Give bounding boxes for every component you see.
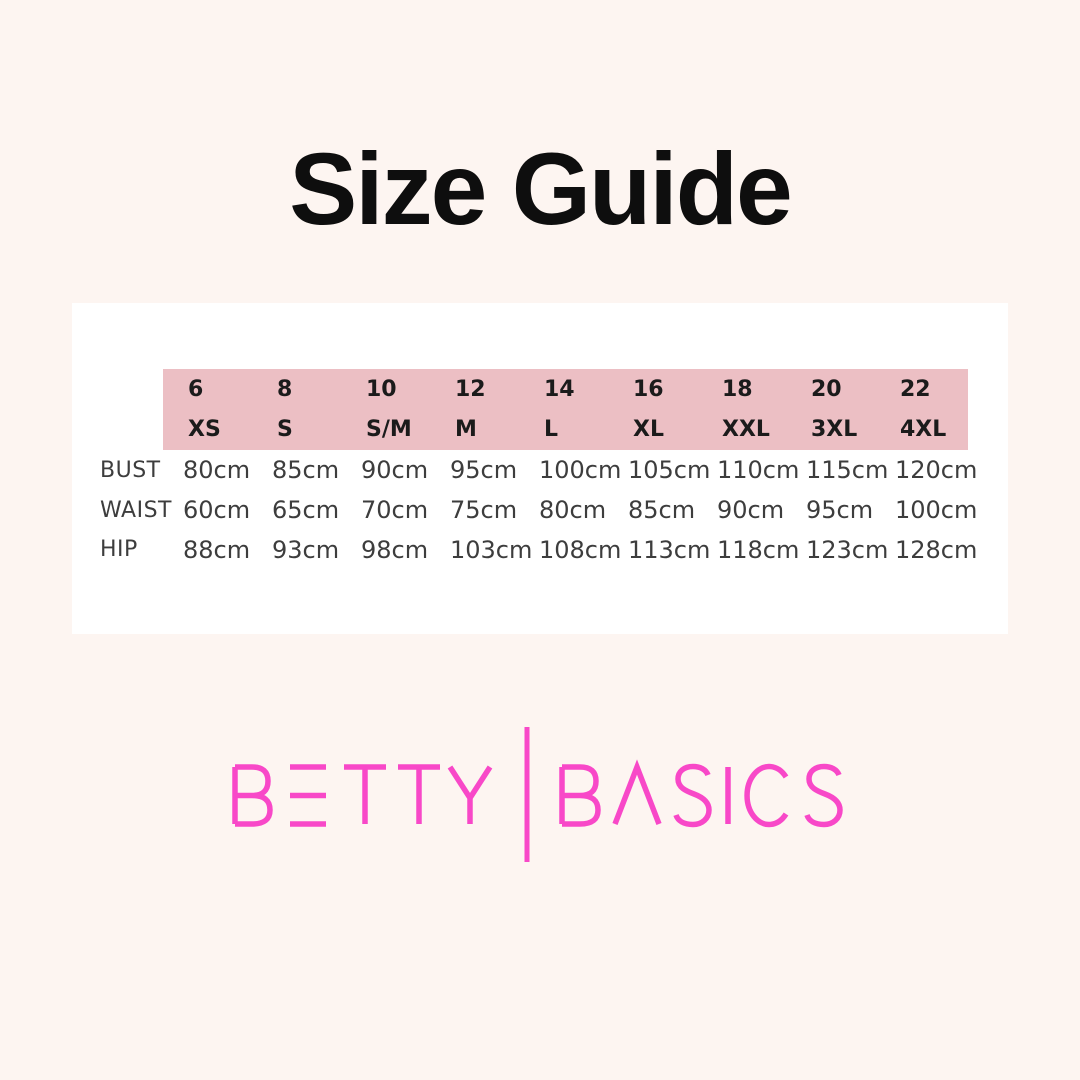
- measurement-value: 120cm: [895, 456, 978, 484]
- size-number: 22: [900, 376, 931, 402]
- logo-word-betty: [232, 764, 493, 827]
- measurement-value: 90cm: [717, 496, 785, 524]
- size-letter: 3XL: [811, 417, 858, 442]
- size-letter: S/M: [366, 417, 412, 442]
- measurement-value: 113cm: [628, 535, 711, 564]
- measurement-value: 105cm: [628, 456, 711, 484]
- measurement-label: HIP: [100, 537, 138, 562]
- measurement-value: 75cm: [450, 496, 518, 524]
- size-header-band: [163, 369, 968, 450]
- measurement-value: 103cm: [450, 535, 533, 564]
- measurement-value: 110cm: [717, 456, 800, 484]
- size-letter: XL: [633, 417, 664, 442]
- measurement-value: 128cm: [895, 535, 978, 564]
- measurement-label: WAIST: [100, 497, 172, 523]
- size-letter: 4XL: [900, 417, 947, 442]
- size-number: 8: [277, 376, 293, 402]
- measurement-value: 123cm: [806, 535, 889, 564]
- size-number: 20: [811, 376, 842, 402]
- size-number: 16: [633, 376, 664, 402]
- measurement-value: 85cm: [628, 496, 696, 524]
- header-corner-cell: [100, 369, 183, 409]
- brand-logo: [232, 722, 844, 867]
- measurement-value: 85cm: [272, 456, 340, 484]
- measurement-value: 65cm: [272, 496, 340, 524]
- size-number: 12: [455, 376, 486, 402]
- header-corner-cell: [100, 409, 183, 450]
- measurement-value: 108cm: [539, 535, 622, 564]
- measurement-value: 88cm: [183, 535, 251, 564]
- logo-word-basics: [559, 759, 843, 828]
- measurement-value: 118cm: [717, 535, 800, 564]
- measurement-value: 80cm: [183, 456, 251, 484]
- size-letter: XXL: [722, 417, 770, 442]
- size-letter: M: [455, 417, 477, 442]
- size-chart-table: 6 8 10 12 14 16 18 20 22 XS S S/M M L XL…: [100, 369, 984, 569]
- measurement-value: 115cm: [806, 456, 889, 484]
- size-number: 18: [722, 376, 753, 402]
- measurement-value: 95cm: [450, 456, 518, 484]
- measurement-value: 100cm: [539, 456, 622, 484]
- size-number: 10: [366, 376, 397, 402]
- measurement-value: 93cm: [272, 535, 340, 564]
- measurement-value: 98cm: [361, 535, 429, 564]
- measurement-value: 80cm: [539, 496, 607, 524]
- measurement-value: 90cm: [361, 456, 429, 484]
- measurement-label: BUST: [100, 457, 161, 483]
- measurement-value: 95cm: [806, 496, 874, 524]
- size-number: 14: [544, 376, 575, 402]
- measurement-value: 60cm: [183, 496, 251, 524]
- size-letter: S: [277, 417, 293, 442]
- page-title: Size Guide: [289, 132, 792, 246]
- size-chart-panel: 6 8 10 12 14 16 18 20 22 XS S S/M M L XL…: [72, 303, 1008, 634]
- betty-basics-logo-svg: [232, 727, 843, 862]
- measurement-value: 70cm: [361, 496, 429, 524]
- measurement-value: 100cm: [895, 496, 978, 524]
- size-letter: XS: [188, 417, 221, 442]
- size-letter: L: [544, 417, 559, 442]
- size-number: 6: [188, 376, 204, 402]
